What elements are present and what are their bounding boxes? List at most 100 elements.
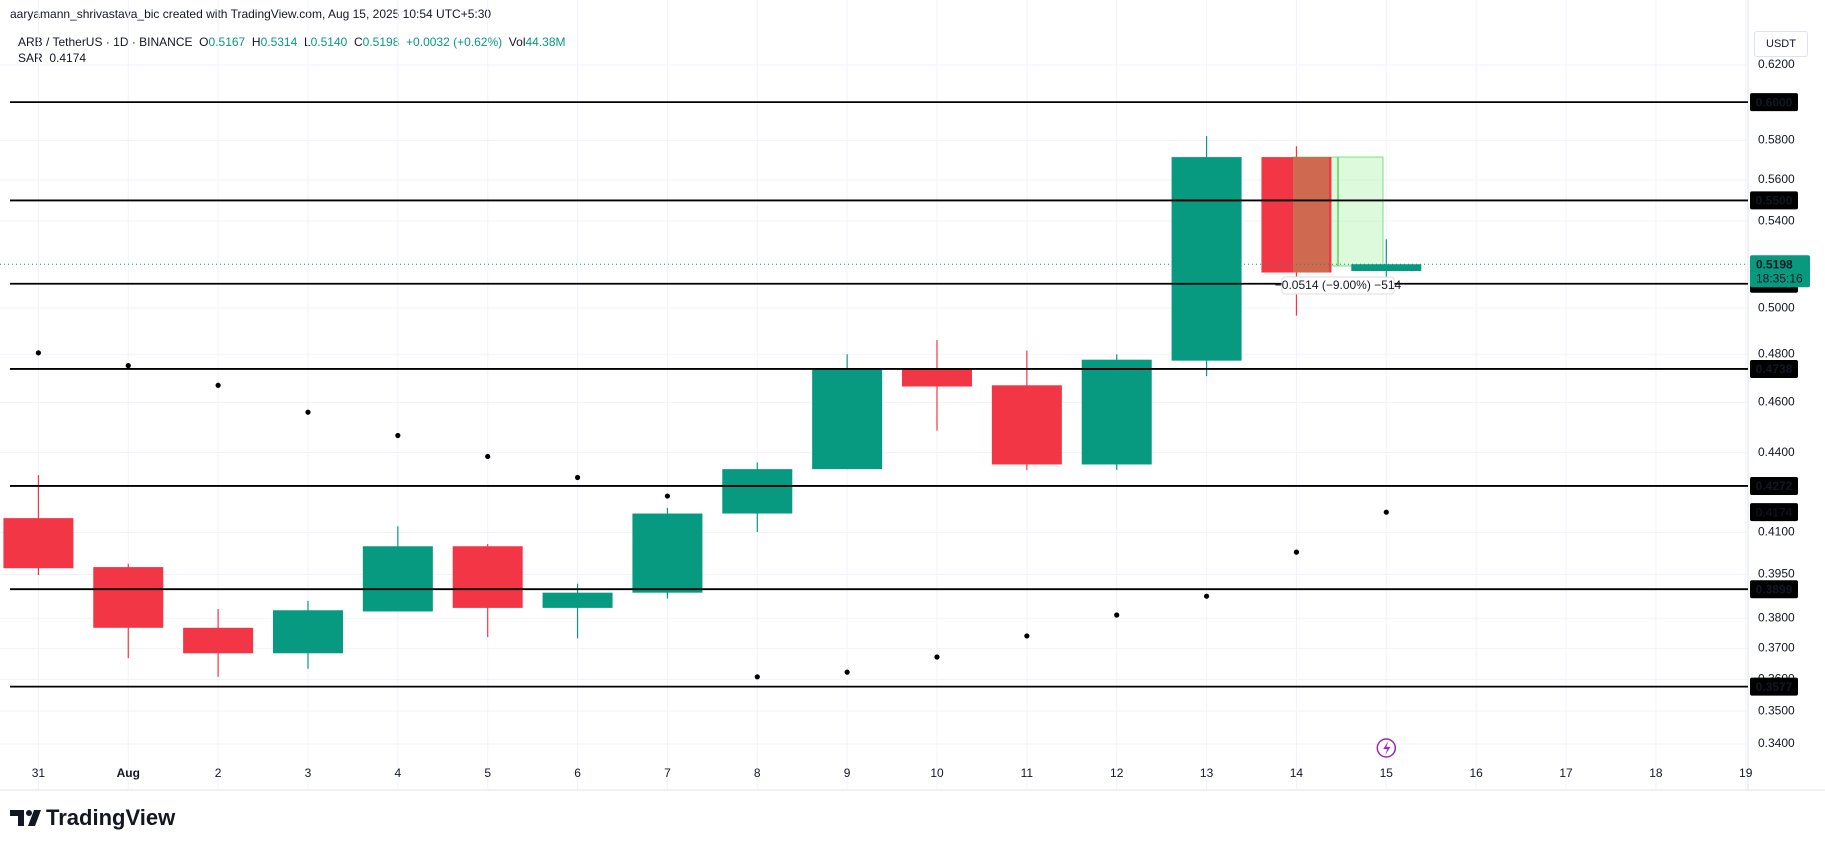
y-tick-label: 0.5000 — [1758, 300, 1795, 314]
sar-dot — [125, 363, 131, 369]
level-label: 0.4738 — [1756, 362, 1793, 376]
measure-overlay — [1293, 157, 1329, 273]
sar-dot — [1114, 612, 1120, 618]
level-label-box — [1750, 274, 1798, 293]
ohlc-value: 0.5314 — [260, 35, 298, 49]
sar-dot — [215, 382, 221, 388]
level-label: 0.3899 — [1756, 582, 1793, 596]
level-label: 0.5109 — [1756, 277, 1793, 291]
ohlc-value: 0.5198 — [362, 35, 400, 49]
sar-dot — [754, 674, 760, 680]
candle-body — [1171, 157, 1242, 361]
volume-value: 44.38M — [525, 35, 566, 49]
candle-body — [632, 513, 703, 593]
brand-name: TradingView — [46, 805, 176, 830]
y-tick-label: 0.4100 — [1758, 525, 1795, 539]
event-icon — [1376, 738, 1397, 758]
sar-dot — [35, 350, 42, 356]
y-tick-label: 0.6200 — [1758, 57, 1795, 71]
last-price-label: 0.5198 — [1756, 257, 1793, 271]
y-tick-label: 0.3500 — [1758, 703, 1795, 717]
x-tick-label: 7 — [664, 766, 671, 780]
sar-dot — [844, 669, 850, 675]
candle-body — [902, 369, 972, 387]
volume-key: Vol — [508, 35, 526, 49]
x-tick-label: Aug — [117, 766, 140, 780]
x-tick-label: 10 — [930, 766, 944, 780]
ohlc-key: L — [303, 35, 311, 49]
symbol: ARB / TetherUS · 1D · BINANCE — [18, 35, 193, 49]
candle-body — [1351, 264, 1422, 271]
sar-label: 0.4174 — [1756, 505, 1793, 519]
x-tick-label: 19 — [1739, 766, 1753, 780]
x-tick-label: 8 — [754, 766, 761, 780]
y-tick-label: 0.5400 — [1758, 213, 1795, 227]
event-icon-bolt — [1383, 741, 1391, 755]
ohlc-key: O — [199, 35, 209, 49]
brand: TradingView — [10, 805, 175, 831]
indicator-value: 0.4174 — [49, 51, 87, 65]
candle-body — [362, 546, 433, 612]
sar-dot — [934, 654, 940, 660]
candle-body — [272, 610, 343, 654]
y-tick-label: 0.3600 — [1758, 672, 1795, 686]
countdown-label: 18:35:16 — [1756, 271, 1803, 285]
x-tick-label: 17 — [1559, 766, 1573, 780]
candle-body — [722, 469, 793, 514]
change: +0.0032 (+0.62%) — [406, 35, 503, 49]
x-tick-label: 6 — [574, 766, 581, 780]
level-label-box — [1750, 93, 1798, 112]
x-tick-label: 11 — [1021, 766, 1034, 780]
candle-body — [812, 369, 883, 470]
sar-dot — [1383, 509, 1389, 515]
y-tick-label: 0.4800 — [1758, 346, 1795, 360]
x-tick-label: 3 — [305, 766, 312, 780]
sar-dot — [1203, 593, 1210, 599]
x-tick-label: 12 — [1110, 766, 1124, 780]
x-tick-label: 31 — [32, 766, 46, 780]
candle-body — [452, 546, 523, 608]
candle-body — [1261, 157, 1332, 273]
sar-dot — [305, 409, 311, 415]
measure-label: −0.0514 (−9.00%) −514 — [1275, 278, 1402, 292]
level-label-box — [1750, 191, 1798, 210]
y-tick-label: 0.5600 — [1758, 172, 1795, 186]
sar-dot — [485, 453, 491, 460]
level-label: 0.3577 — [1756, 680, 1793, 694]
last-price-box — [1750, 255, 1810, 288]
ohlc-key: H — [251, 35, 261, 49]
sar-label-box — [1750, 503, 1798, 522]
x-tick-label: 14 — [1290, 766, 1304, 780]
x-tick-label: 9 — [844, 766, 851, 780]
y-tick-label: 0.5800 — [1758, 133, 1795, 147]
indicator-key: SAR — [18, 51, 43, 65]
sar-dot — [574, 474, 581, 481]
x-tick-label: 2 — [215, 766, 222, 780]
ohlc-value: 0.5140 — [310, 35, 348, 49]
x-tick-label: 5 — [484, 766, 491, 780]
ohlc-value: 0.5167 — [208, 35, 246, 49]
sar-dot — [1024, 633, 1030, 639]
sar-dot — [1293, 549, 1300, 555]
candle-body — [3, 518, 74, 569]
candle-body — [183, 627, 254, 654]
y-tick-label: 0.3400 — [1758, 736, 1795, 750]
candle-body — [991, 385, 1062, 465]
y-tick-label: 0.3950 — [1758, 567, 1795, 581]
level-label-box — [1750, 476, 1798, 495]
ohlc-key: C — [354, 35, 363, 49]
level-label-box — [1750, 359, 1798, 378]
y-tick-label: 0.4600 — [1758, 395, 1795, 409]
level-label-box — [1750, 580, 1798, 599]
sar-dot — [664, 493, 671, 499]
x-tick-label: 4 — [394, 766, 401, 780]
candle-body — [93, 567, 164, 628]
level-label-box — [1750, 677, 1798, 696]
x-tick-label: 16 — [1469, 766, 1483, 780]
x-tick-label: 15 — [1380, 766, 1394, 780]
indicator-legend: SAR 0.4174 — [18, 51, 86, 65]
currency[interactable]: USDT — [1754, 31, 1808, 57]
level-label: 0.5500 — [1756, 194, 1793, 208]
